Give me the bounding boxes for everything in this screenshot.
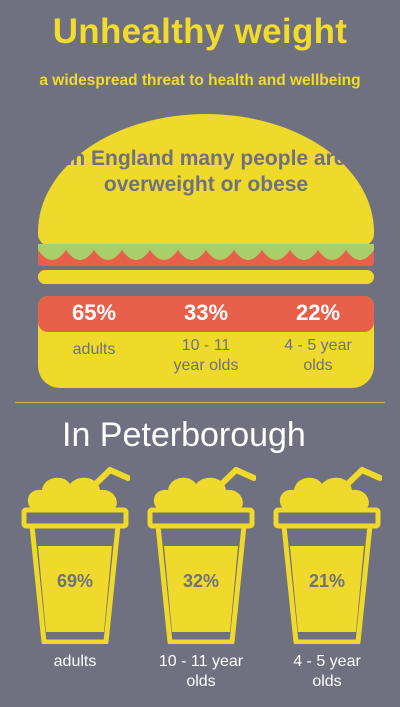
milkshake-icon <box>273 467 382 644</box>
burger-patty-icon <box>38 296 374 332</box>
england-stat-10-11: 33% 10 - 11 year olds <box>150 296 262 376</box>
stat-value: 65% <box>71 300 117 325</box>
cup-label-adults: adults <box>53 653 97 670</box>
stat-value: 33% <box>183 300 229 325</box>
cup-value: 32% <box>182 571 220 591</box>
cup-label-10-11: 10 - 11 year olds <box>158 653 244 690</box>
stat-value: 22% <box>295 300 341 325</box>
milkshake-cup-10-11: 32% <box>146 464 256 644</box>
page-title: Unhealthy weight <box>52 12 348 51</box>
milkshake-icon <box>147 467 256 644</box>
section-divider <box>15 402 385 403</box>
milkshake-icon <box>21 467 130 644</box>
stat-label: adults <box>72 341 116 358</box>
cup-value: 69% <box>56 571 94 591</box>
cup-value: 21% <box>308 571 346 591</box>
burger-lettuce-icon <box>38 244 374 274</box>
burger-cheese-icon <box>38 270 374 284</box>
milkshake-cup-adults: 69% <box>20 464 130 644</box>
stat-label: 4 - 5 year olds <box>284 337 352 374</box>
page-subtitle: a widespread threat to health and wellbe… <box>39 72 361 89</box>
burger-bottom-bun: 65% adults 33% 10 - 11 year olds 22% 4 -… <box>38 296 374 388</box>
peterborough-heading: In Peterborough <box>62 416 306 454</box>
england-stat-adults: 65% adults <box>38 296 150 360</box>
cup-label-4-5: 4 - 5 year olds <box>293 653 361 690</box>
milkshake-cup-4-5: 21% <box>272 464 382 644</box>
burger-tomato-icon <box>38 248 374 266</box>
england-stat-4-5: 22% 4 - 5 year olds <box>262 296 374 376</box>
stat-label: 10 - 11 year olds <box>173 337 239 374</box>
england-heading: In England many people are overweight or… <box>66 147 346 196</box>
